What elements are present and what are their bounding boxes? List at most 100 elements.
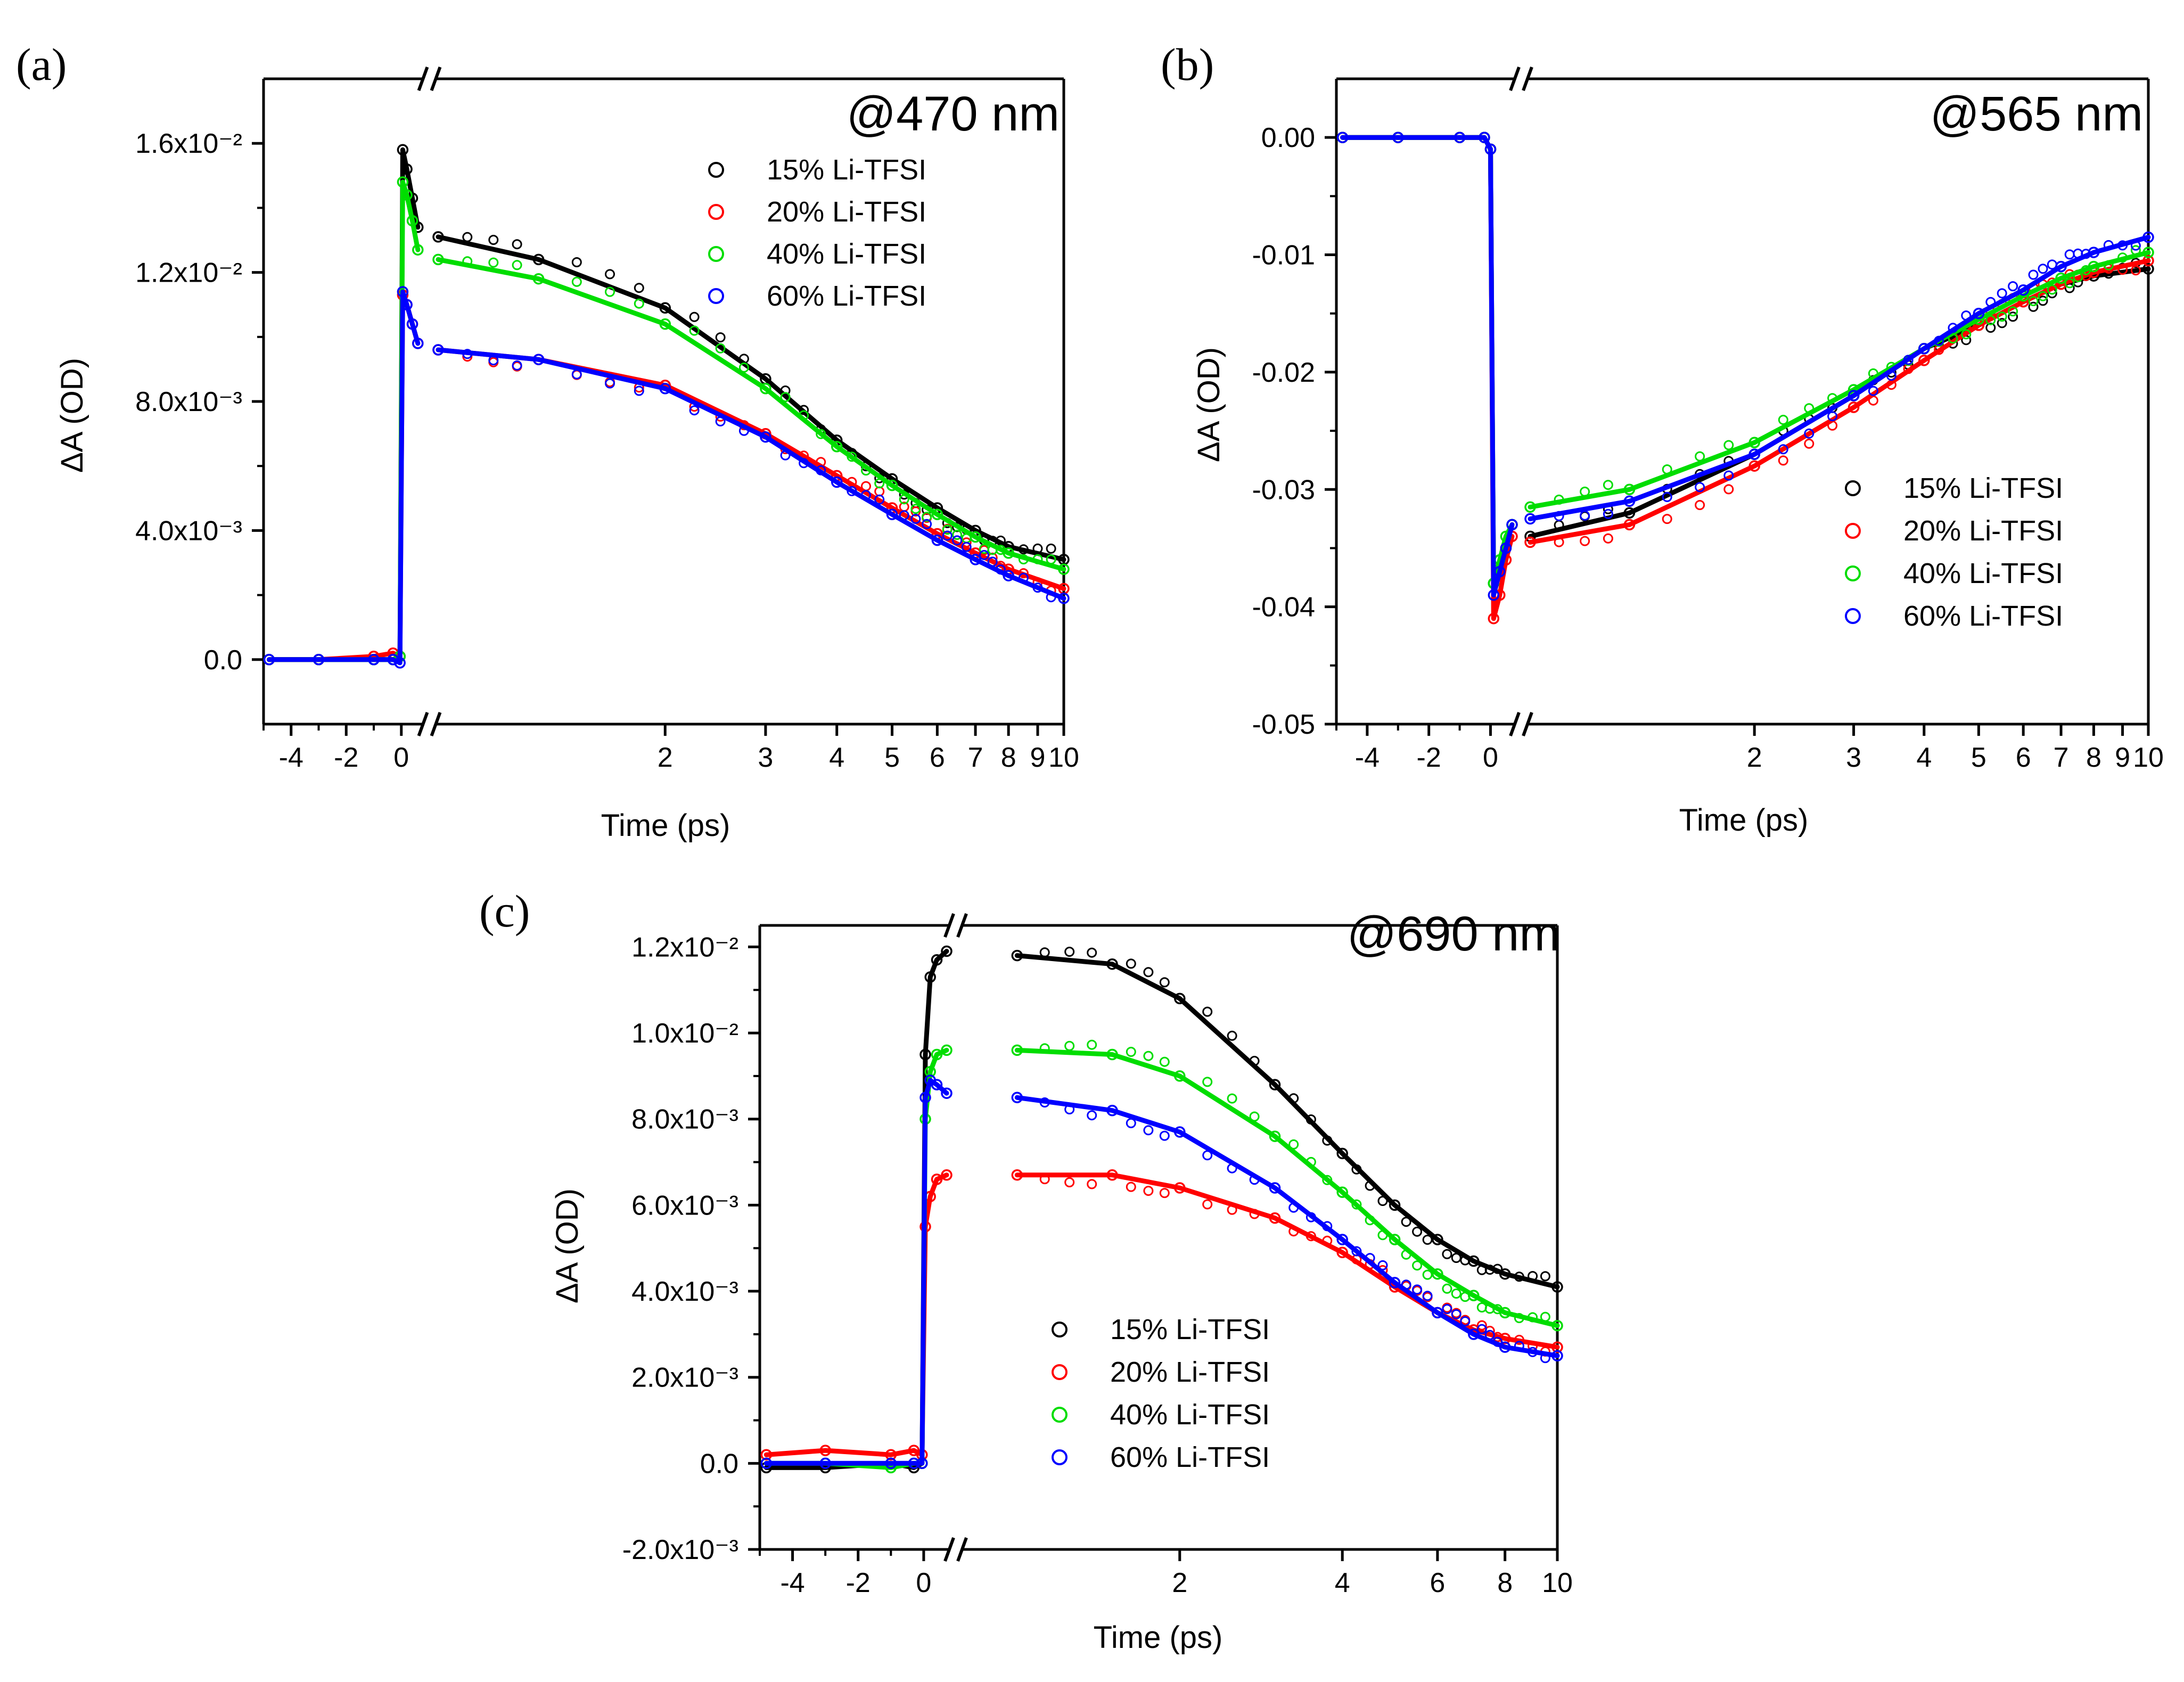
data-point-c-2 [1442,1283,1452,1294]
data-point-c-2 [1389,1234,1401,1245]
data-point-c-3 [1159,1130,1170,1141]
y-tick-label-c: 2.0x10⁻³ [631,1363,738,1393]
x-tick-label-a: 4 [829,742,844,773]
series-line-c-2 [1014,1047,1560,1328]
data-point-c-2 [1288,1139,1299,1150]
data-point-c-3 [1528,1347,1538,1357]
data-point-c-2 [1159,1056,1170,1067]
data-point-c-2 [924,1066,936,1078]
data-point-a-2 [397,176,409,188]
data-point-b-1 [1868,395,1878,406]
data-point-c-3 [1306,1212,1316,1222]
data-point-b-3 [1623,495,1636,507]
x-tick-label-b: 5 [1971,742,1986,773]
series-c-3 [760,1074,1563,1470]
data-point-c-2 [1039,1043,1050,1054]
data-point-a-3 [659,383,671,395]
data-point-a-3 [910,514,921,524]
data-point-b-3 [2008,281,2018,292]
x-axis-break-b [1509,711,1533,737]
data-point-c-0 [1377,1196,1388,1206]
data-point-b-2 [1948,333,1958,344]
data-point-c-2 [1514,1313,1524,1323]
x-tick-label-a: -4 [279,742,303,773]
data-point-b-2 [1748,437,1760,448]
panel-b: (b) @565 nm Time (ps) ΔA (OD) 0.00 -0.01 -… [1123,0,2183,863]
data-point-b-3 [1723,470,1734,481]
data-point-c-3 [1202,1150,1213,1161]
data-point-c-2 [1351,1199,1362,1210]
data-point-a-3 [394,657,406,669]
data-point-b-3 [1827,411,1838,422]
data-point-b-2 [2130,245,2141,256]
chart-title-b: @565 nm [1930,87,2143,141]
data-point-a-0 [659,302,671,314]
data-point-b-0 [2028,301,2039,312]
data-point-a-3 [1046,592,1056,603]
data-point-c-0 [1540,1271,1550,1282]
data-point-c-0 [924,971,936,983]
data-point-b-1 [2117,265,2128,275]
data-point-b-1 [2130,265,2141,276]
data-point-c-2 [1336,1186,1348,1198]
data-point-c-2 [1126,1047,1136,1057]
data-point-a-3 [263,654,275,666]
y-tick-label-a: 1.2x10⁻² [135,258,242,289]
y-tick-label-b: -0.04 [1252,592,1315,623]
data-point-a-0 [689,311,700,322]
data-point-b-0 [2142,263,2154,275]
x-axis-break-a [417,711,442,737]
data-point-a-3 [1032,582,1043,593]
data-point-c-2 [1322,1175,1333,1185]
data-point-c-1 [1106,1169,1118,1181]
data-point-c-3 [1227,1163,1237,1174]
legend-c: 15% Li-TFSI 20% Li-TFSI 40% Li-TFSI 60% Li-… [1052,1314,1270,1473]
y-tick-label-b: -0.02 [1252,357,1315,388]
data-point-a-0 [634,283,644,293]
data-point-a-3 [874,494,885,505]
data-point-a-2 [847,452,857,462]
y-axis-title-a: ΔA (OD) [55,358,89,473]
data-point-c-0 [1174,992,1186,1005]
data-point-a-3 [970,554,981,565]
data-point-a-2 [432,253,444,266]
data-point-a-2 [532,273,545,285]
data-point-a-0 [397,144,409,156]
legend-marker-a-2 [708,246,724,262]
data-point-c-0 [1432,1234,1443,1245]
data-point-a-3 [532,354,545,365]
data-point-b-1 [1723,484,1734,495]
data-point-c-1 [1551,1341,1563,1353]
data-point-c-3 [1087,1110,1097,1121]
legend-marker-a-0 [708,162,724,178]
data-point-c-3 [1106,1104,1118,1117]
data-point-a-2 [861,465,871,476]
data-point-c-2 [1528,1312,1538,1323]
data-point-a-3 [899,510,909,521]
data-point-a-3 [488,355,499,366]
data-point-b-3 [1868,385,1878,396]
data-point-c-3 [919,1092,931,1104]
data-point-c-2 [1432,1268,1443,1280]
data-point-b-1 [1524,536,1536,548]
data-point-c-2 [1064,1040,1075,1051]
legend-label-a-3: 60% Li-TFSI [767,280,926,312]
legend-label-b-0: 15% Li-TFSI [1903,472,2063,504]
data-point-a-1 [861,481,871,491]
data-point-a-2 [952,529,963,540]
data-point-b-2 [1662,464,1672,475]
data-point-a-2 [634,298,644,309]
y-tick-label-c: -2.0x10⁻³ [622,1535,738,1565]
axis-break-stroke [1509,66,1521,92]
data-point-c-0 [1442,1249,1452,1259]
data-point-a-2 [406,215,418,227]
data-point-c-3 [1451,1309,1462,1319]
data-point-b-3 [1804,428,1814,439]
x-axis-title-b: Time (ps) [1679,803,1809,838]
data-point-b-3 [1695,482,1705,493]
data-point-c-3 [1288,1202,1299,1213]
data-point-c-1 [1087,1179,1097,1189]
data-point-c-3 [1442,1304,1452,1314]
data-point-c-1 [1322,1235,1333,1246]
data-point-c-0 [1460,1255,1471,1266]
